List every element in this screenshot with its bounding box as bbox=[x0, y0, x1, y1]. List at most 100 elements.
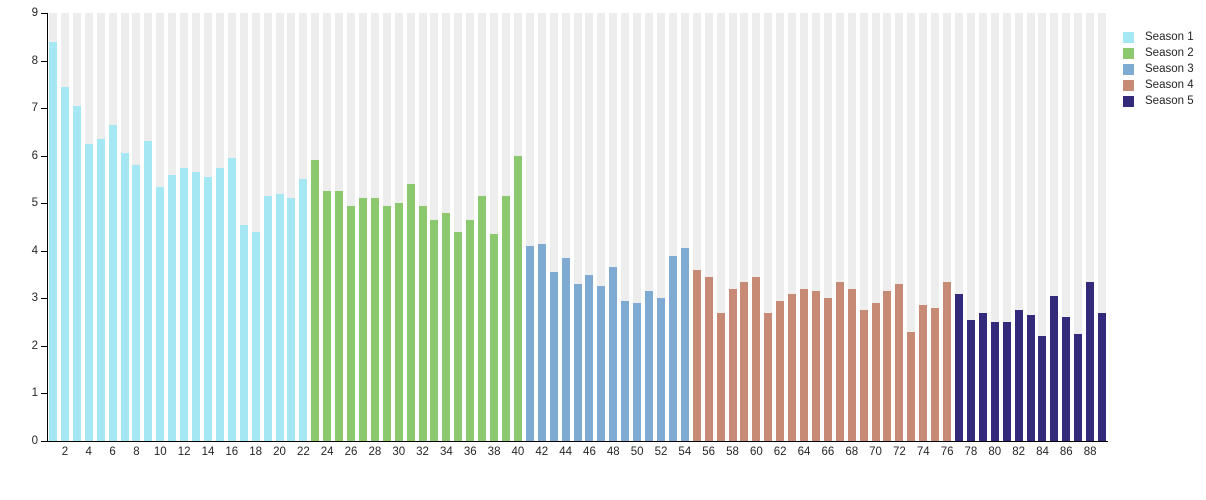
legend-label: Season 1 bbox=[1145, 31, 1194, 43]
background-stripe bbox=[1038, 13, 1047, 441]
background-stripe bbox=[907, 13, 916, 441]
bar-episode-14 bbox=[203, 177, 212, 441]
background-stripe bbox=[788, 13, 797, 441]
bar-episode-9 bbox=[144, 141, 153, 441]
background-stripe bbox=[621, 13, 630, 441]
bar-episode-71 bbox=[883, 291, 892, 441]
y-axis-line bbox=[47, 13, 48, 442]
background-stripe bbox=[847, 13, 856, 441]
background-stripe bbox=[1074, 13, 1083, 441]
bar-episode-5 bbox=[96, 139, 105, 441]
x-axis-label: 62 bbox=[773, 446, 787, 458]
background-stripe bbox=[740, 13, 749, 441]
legend-swatch-icon bbox=[1123, 96, 1134, 107]
bar-episode-66 bbox=[823, 298, 832, 441]
background-stripe bbox=[776, 13, 785, 441]
y-axis-label: 0 bbox=[31, 435, 38, 447]
background-stripe bbox=[251, 13, 260, 441]
bar-episode-68 bbox=[847, 288, 856, 441]
bar-episode-29 bbox=[382, 205, 391, 441]
x-axis-label: 16 bbox=[225, 446, 239, 458]
x-axis-label: 38 bbox=[487, 446, 501, 458]
background-stripe bbox=[943, 13, 952, 441]
x-axis-label: 24 bbox=[320, 446, 334, 458]
y-axis-tick bbox=[41, 60, 47, 62]
background-stripe bbox=[1062, 13, 1071, 441]
bar-episode-25 bbox=[335, 191, 344, 441]
bar-episode-32 bbox=[418, 205, 427, 441]
bar-episode-11 bbox=[168, 174, 177, 441]
bar-episode-36 bbox=[466, 219, 475, 441]
bar-episode-2 bbox=[60, 86, 69, 441]
background-stripe bbox=[764, 13, 773, 441]
x-axis-label: 66 bbox=[821, 446, 835, 458]
x-axis-label: 68 bbox=[845, 446, 859, 458]
x-axis-label: 82 bbox=[1012, 446, 1026, 458]
bar-episode-46 bbox=[585, 274, 594, 441]
bar-episode-47 bbox=[597, 286, 606, 441]
bar-episode-22 bbox=[299, 179, 308, 441]
x-axis-label: 12 bbox=[177, 446, 191, 458]
background-stripe bbox=[990, 13, 999, 441]
background-stripe bbox=[549, 13, 558, 441]
y-axis-tick bbox=[41, 108, 47, 110]
x-axis-label: 86 bbox=[1059, 446, 1073, 458]
bar-episode-67 bbox=[835, 281, 844, 441]
bar-episode-86 bbox=[1062, 317, 1071, 441]
x-axis-label: 20 bbox=[273, 446, 286, 458]
background-stripe bbox=[919, 13, 928, 441]
background-stripe bbox=[680, 13, 689, 441]
bar-episode-42 bbox=[537, 243, 546, 441]
bar-episode-34 bbox=[442, 212, 451, 441]
legend-label: Season 5 bbox=[1145, 95, 1194, 107]
bar-episode-35 bbox=[454, 231, 463, 441]
y-axis-tick bbox=[41, 345, 47, 347]
background-stripe bbox=[1002, 13, 1011, 441]
legend-swatch-icon bbox=[1123, 64, 1134, 75]
bar-episode-40 bbox=[513, 155, 522, 441]
background-stripe bbox=[1050, 13, 1059, 441]
x-axis-label: 58 bbox=[726, 446, 739, 458]
x-axis-label: 50 bbox=[630, 446, 644, 458]
bar-episode-64 bbox=[800, 288, 809, 441]
bar-episode-53 bbox=[668, 255, 677, 441]
background-stripe bbox=[728, 13, 737, 441]
bar-episode-15 bbox=[215, 167, 224, 441]
legend-swatch-icon bbox=[1123, 80, 1134, 91]
background-stripe bbox=[859, 13, 868, 441]
bar-episode-10 bbox=[156, 186, 165, 441]
background-stripe bbox=[978, 13, 987, 441]
bar-episode-28 bbox=[370, 198, 379, 441]
x-axis-label: 4 bbox=[85, 446, 92, 458]
background-stripe bbox=[656, 13, 665, 441]
bar-episode-75 bbox=[931, 307, 940, 441]
x-axis-label: 8 bbox=[133, 446, 140, 458]
x-axis-label: 64 bbox=[797, 446, 811, 458]
background-stripe bbox=[1014, 13, 1023, 441]
y-axis-label: 8 bbox=[31, 54, 38, 67]
y-axis-label: 5 bbox=[31, 197, 38, 210]
x-axis-label: 48 bbox=[606, 446, 620, 458]
y-axis-tick bbox=[41, 203, 47, 205]
background-stripe bbox=[573, 13, 582, 441]
background-stripe bbox=[454, 13, 463, 441]
x-axis-label: 34 bbox=[439, 446, 453, 458]
background-stripe bbox=[537, 13, 546, 441]
background-stripe bbox=[966, 13, 975, 441]
y-axis-tick bbox=[41, 393, 47, 395]
background-stripe bbox=[1086, 13, 1095, 441]
background-stripe bbox=[883, 13, 892, 441]
bar-episode-49 bbox=[621, 300, 630, 441]
bar-episode-70 bbox=[871, 303, 880, 441]
bar-episode-33 bbox=[430, 219, 439, 441]
bar-episode-17 bbox=[239, 224, 248, 441]
x-axis-label: 54 bbox=[678, 446, 692, 458]
bar-episode-39 bbox=[502, 196, 510, 441]
bar-episode-3 bbox=[72, 105, 81, 441]
bar-episode-6 bbox=[108, 124, 117, 441]
background-stripe bbox=[1098, 13, 1107, 441]
x-axis-label: 26 bbox=[344, 446, 358, 458]
background-stripe bbox=[955, 13, 964, 441]
bar-episode-76 bbox=[943, 281, 952, 441]
bar-episode-41 bbox=[525, 246, 534, 441]
